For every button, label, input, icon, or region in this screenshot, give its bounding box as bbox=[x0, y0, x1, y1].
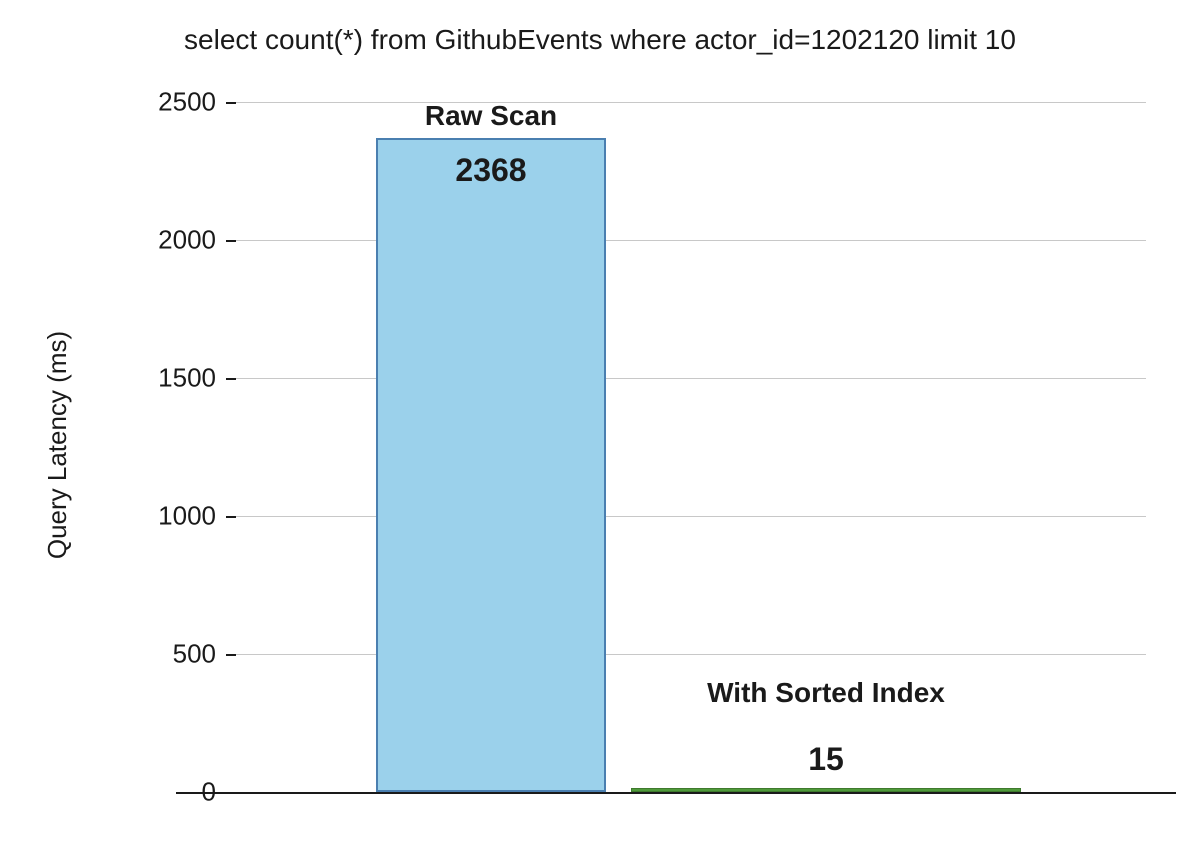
gridline bbox=[236, 102, 1146, 103]
y-tick-mark bbox=[226, 102, 236, 104]
gridline bbox=[236, 240, 1146, 241]
gridline bbox=[236, 516, 1146, 517]
y-tick-mark bbox=[226, 240, 236, 242]
gridline bbox=[236, 654, 1146, 655]
y-tick-label: 1000 bbox=[116, 501, 216, 532]
y-axis-label: Query Latency (ms) bbox=[42, 245, 82, 645]
bar: Raw Scan2368 bbox=[376, 138, 606, 792]
bar-series-label: With Sorted Index bbox=[707, 677, 945, 709]
gridline bbox=[236, 378, 1146, 379]
chart-title: select count(*) from GithubEvents where … bbox=[0, 24, 1200, 56]
bar: With Sorted Index15 bbox=[631, 788, 1021, 792]
y-tick-mark bbox=[226, 654, 236, 656]
y-tick-label: 500 bbox=[116, 639, 216, 670]
bar-value-label: 2368 bbox=[455, 152, 526, 189]
chart-container: select count(*) from GithubEvents where … bbox=[0, 0, 1200, 864]
x-axis-baseline bbox=[176, 792, 1176, 794]
y-tick-label: 1500 bbox=[116, 363, 216, 394]
y-tick-mark bbox=[226, 516, 236, 518]
bar-value-label: 15 bbox=[808, 741, 844, 778]
y-tick-label: 2500 bbox=[116, 87, 216, 118]
y-tick-mark bbox=[226, 378, 236, 380]
y-tick-label: 2000 bbox=[116, 225, 216, 256]
bar-series-label: Raw Scan bbox=[425, 100, 557, 132]
plot-area: 05001000150020002500Raw Scan2368With Sor… bbox=[236, 102, 1146, 792]
